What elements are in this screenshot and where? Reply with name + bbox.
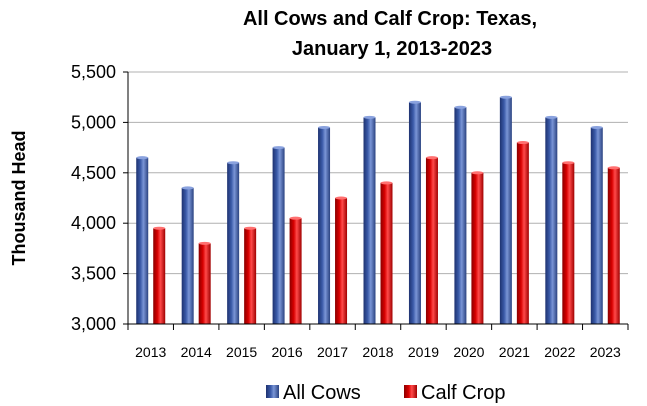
bar-cap-all-cows-2023 xyxy=(590,125,603,129)
legend-swatch-all-cows xyxy=(266,385,279,398)
legend-label-calf-crop: Calf Crop xyxy=(421,382,505,404)
bar-cap-all-cows-2020 xyxy=(454,105,467,109)
bar-all-cows-2023 xyxy=(590,127,603,324)
bar-cap-all-cows-2015 xyxy=(227,161,240,165)
bar-cap-all-cows-2016 xyxy=(272,146,285,150)
bars xyxy=(136,95,620,325)
y-axis-label: Thousand Head xyxy=(9,130,29,265)
y-tick-label: 4,500 xyxy=(71,163,116,183)
bar-calf-crop-2021 xyxy=(516,142,529,324)
x-tick-label: 2014 xyxy=(181,344,212,360)
chart-title-line1: All Cows and Calf Crop: Texas, xyxy=(243,8,537,30)
y-axis-ticks: 3,000 3,500 4,000 4,500 5,000 5,500 xyxy=(71,62,128,334)
x-tick-label: 2016 xyxy=(272,344,303,360)
bar-all-cows-2021 xyxy=(499,97,512,324)
bar-all-cows-2022 xyxy=(545,117,558,324)
bar-cap-calf-crop-2016 xyxy=(289,216,302,220)
x-tick-label: 2017 xyxy=(317,344,348,360)
x-tick-label: 2015 xyxy=(226,344,257,360)
bar-cap-all-cows-2014 xyxy=(181,186,194,190)
bar-calf-crop-2018 xyxy=(380,182,393,324)
bar-all-cows-2016 xyxy=(272,147,285,324)
bar-all-cows-2019 xyxy=(408,102,421,325)
chart-title-line2: January 1, 2013-2023 xyxy=(292,38,492,60)
legend-swatch-calf-crop xyxy=(404,385,417,398)
bar-cap-all-cows-2019 xyxy=(408,100,421,104)
bar-cap-all-cows-2021 xyxy=(499,95,512,99)
x-tick-label: 2022 xyxy=(544,344,575,360)
bar-cap-calf-crop-2020 xyxy=(471,171,484,175)
bar-cap-calf-crop-2021 xyxy=(516,141,529,145)
y-tick-label: 3,000 xyxy=(71,314,116,334)
bar-calf-crop-2023 xyxy=(607,167,620,324)
legend: All Cows Calf Crop xyxy=(266,382,505,404)
bar-all-cows-2014 xyxy=(181,187,194,324)
bar-cap-calf-crop-2015 xyxy=(244,226,257,230)
bar-cap-all-cows-2013 xyxy=(136,156,149,160)
bar-calf-crop-2013 xyxy=(153,228,166,324)
bar-cap-calf-crop-2018 xyxy=(380,181,393,185)
x-tick-label: 2021 xyxy=(499,344,530,360)
bar-all-cows-2013 xyxy=(136,157,149,324)
bar-cap-calf-crop-2022 xyxy=(562,161,575,165)
x-tick-label: 2023 xyxy=(590,344,621,360)
y-tick-label: 4,000 xyxy=(71,213,116,233)
bar-calf-crop-2016 xyxy=(289,218,302,324)
bar-calf-crop-2015 xyxy=(244,228,257,324)
bar-all-cows-2017 xyxy=(318,127,331,324)
bar-cap-calf-crop-2013 xyxy=(153,226,166,230)
axes xyxy=(127,72,628,325)
bar-cap-calf-crop-2014 xyxy=(198,241,211,245)
y-tick-label: 5,000 xyxy=(71,112,116,132)
bar-calf-crop-2017 xyxy=(335,198,348,324)
x-tick-label: 2019 xyxy=(408,344,439,360)
x-tick-label: 2013 xyxy=(135,344,166,360)
bar-all-cows-2018 xyxy=(363,117,376,324)
y-tick-label: 5,500 xyxy=(71,62,116,82)
bar-calf-crop-2014 xyxy=(198,243,211,324)
bar-cap-calf-crop-2017 xyxy=(335,196,348,200)
bar-calf-crop-2022 xyxy=(562,162,575,324)
x-tick-label: 2020 xyxy=(453,344,484,360)
bar-all-cows-2015 xyxy=(227,162,240,324)
bar-cap-all-cows-2022 xyxy=(545,115,558,119)
legend-label-all-cows: All Cows xyxy=(283,382,361,404)
y-tick-label: 3,500 xyxy=(71,264,116,284)
gridlines xyxy=(128,71,628,275)
x-tick-label: 2018 xyxy=(362,344,393,360)
bar-calf-crop-2019 xyxy=(425,157,438,324)
bar-cap-calf-crop-2023 xyxy=(607,166,620,170)
bar-all-cows-2020 xyxy=(454,107,467,324)
bar-cap-calf-crop-2019 xyxy=(425,156,438,160)
bar-cap-all-cows-2017 xyxy=(318,125,331,129)
bar-calf-crop-2020 xyxy=(471,172,484,324)
bar-cap-all-cows-2018 xyxy=(363,115,376,119)
x-axis-ticks: 2013 2014 2015 2016 2017 2018 2019 2020 2021 2022… xyxy=(127,324,629,360)
